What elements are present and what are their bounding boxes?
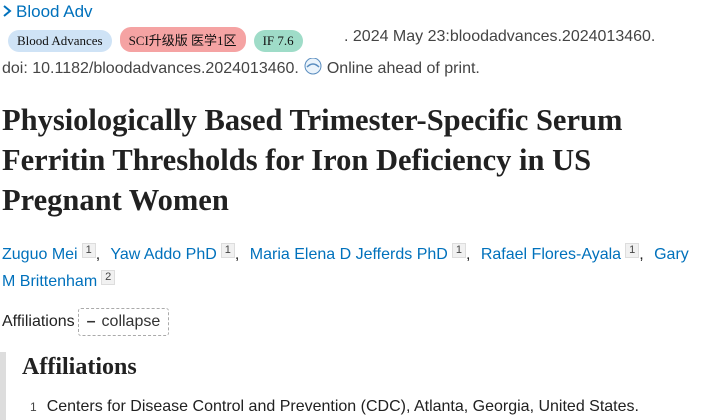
doi-line: doi: 10.1182/bloodadvances.2024013460. On… (2, 57, 480, 78)
badges: Blood Advances SCI升级版 医学1区 IF 7.6 (8, 27, 311, 52)
affiliation-text: Centers for Disease Control and Preventi… (46, 398, 639, 415)
affiliations-list: 1 Centers for Disease Control and Prevent… (30, 398, 639, 416)
author: Yaw Addo PhD 1 (110, 243, 239, 263)
author-name[interactable]: Maria Elena D Jefferds PhD (249, 246, 448, 263)
title: Physiologically Based Trimester-Specific… (2, 103, 623, 217)
author-name[interactable]: Gary M Brittenham (2, 246, 689, 290)
toggle-label: Affiliations (2, 313, 75, 330)
badge: SCI升级版 医学1区 (119, 27, 246, 52)
affiliation-number: 1 (30, 400, 37, 414)
affiliations-heading: Affiliations (22, 354, 137, 380)
chevron (3, 5, 12, 17)
journal-link[interactable]: Blood Adv (16, 2, 93, 21)
badge: Blood Advances (8, 30, 112, 52)
author: Maria Elena D Jefferds PhD 1 (249, 243, 470, 263)
author: Gary M Brittenham 2 (2, 246, 689, 290)
button-label: collapse (101, 313, 161, 330)
author-name[interactable]: Zuguo Mei (2, 246, 78, 263)
affiliation-ref[interactable]: 1 (81, 243, 96, 258)
author-name[interactable]: Yaw Addo PhD (110, 246, 217, 263)
affiliation-ref[interactable]: 2 (101, 270, 116, 285)
affiliation-ref[interactable]: 1 (625, 243, 640, 258)
journal[interactable]: Blood Adv (2, 2, 93, 22)
author: Zuguo Mei 1 (2, 243, 100, 263)
status: Online ahead of print. (326, 60, 480, 77)
doi: doi: 10.1182/bloodadvances.2024013460. (2, 60, 299, 77)
citation: . 2024 May 23:bloodadvances.2024013460. (344, 28, 656, 45)
affiliation: 1 Centers for Disease Control and Prevent… (30, 398, 639, 416)
side-bar (0, 352, 6, 420)
affiliations-toggle: Affiliations – collapse (2, 308, 170, 336)
status-icon (304, 57, 322, 75)
collapse-button[interactable]: – collapse (77, 308, 170, 336)
author: Rafael Flores-Ayala 1 (480, 243, 644, 263)
affiliation-ref[interactable]: 1 (220, 243, 235, 258)
badge: IF 7.6 (253, 30, 303, 52)
author-name[interactable]: Rafael Flores-Ayala (480, 246, 622, 263)
affiliation-ref[interactable]: 1 (451, 243, 466, 258)
